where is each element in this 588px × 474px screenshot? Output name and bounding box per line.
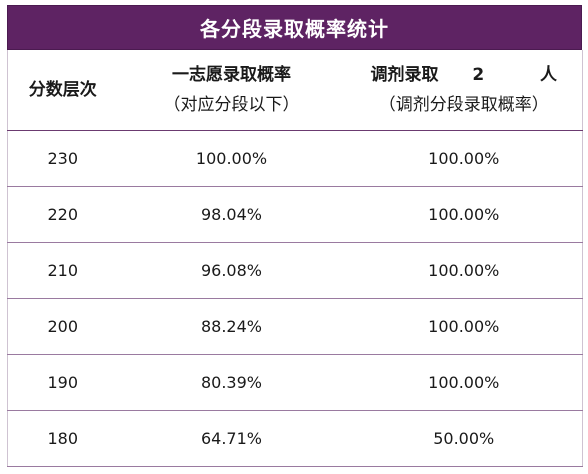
adjustment-cell: 100.00% bbox=[345, 130, 583, 187]
header-first-choice-label: 一志愿录取概率 bbox=[172, 65, 291, 85]
table-row: 220 98.04% 100.00% bbox=[7, 186, 583, 243]
probability-table: 分数层次 一志愿录取概率 （对应分段以下） 调剂录取 2 人 （调剂分段录取概率… bbox=[7, 50, 583, 467]
first-choice-cell: 96.08% bbox=[117, 242, 346, 299]
adjustment-cell: 100.00% bbox=[345, 242, 583, 299]
header-adjustment-unit: 人 bbox=[540, 65, 558, 85]
header-adjustment: 调剂录取 2 人 （调剂分段录取概率） bbox=[345, 50, 583, 131]
table-row: 200 88.24% 100.00% bbox=[7, 298, 583, 355]
table-row: 210 96.08% 100.00% bbox=[7, 242, 583, 299]
score-cell: 220 bbox=[7, 186, 118, 243]
header-first-choice: 一志愿录取概率 （对应分段以下） bbox=[117, 50, 346, 131]
first-choice-cell: 98.04% bbox=[117, 186, 346, 243]
header-score-level: 分数层次 bbox=[7, 50, 118, 131]
table-title: 各分段录取概率统计 bbox=[7, 5, 582, 50]
table-row: 190 80.39% 100.00% bbox=[7, 354, 583, 411]
adjustment-cell: 50.00% bbox=[345, 410, 583, 467]
score-cell: 180 bbox=[7, 410, 118, 467]
table-header: 分数层次 一志愿录取概率 （对应分段以下） 调剂录取 2 人 （调剂分段录取概率… bbox=[7, 50, 583, 131]
header-adjustment-line: 调剂录取 2 人 bbox=[346, 60, 583, 90]
first-choice-cell: 88.24% bbox=[117, 298, 346, 355]
first-choice-cell: 80.39% bbox=[117, 354, 346, 411]
probability-table-panel: 各分段录取概率统计 分数层次 一志愿录取概率 （对应分段以下） 调剂录取 2 人 bbox=[7, 5, 583, 467]
header-adjustment-label: 调剂录取 bbox=[370, 65, 439, 85]
adjustment-cell: 100.00% bbox=[345, 298, 583, 355]
score-cell: 230 bbox=[7, 130, 118, 187]
header-adjustment-note: （调剂分段录取概率） bbox=[378, 95, 549, 115]
header-first-choice-note: （对应分段以下） bbox=[163, 95, 300, 115]
score-cell: 210 bbox=[7, 242, 118, 299]
header-adjustment-count: 2 bbox=[472, 65, 485, 85]
first-choice-cell: 64.71% bbox=[117, 410, 346, 467]
header-row: 分数层次 一志愿录取概率 （对应分段以下） 调剂录取 2 人 （调剂分段录取概率… bbox=[7, 50, 583, 131]
score-cell: 200 bbox=[7, 298, 118, 355]
table-body: 230 100.00% 100.00% 220 98.04% 100.00% 2… bbox=[7, 130, 583, 467]
table-row: 230 100.00% 100.00% bbox=[7, 130, 583, 187]
first-choice-cell: 100.00% bbox=[117, 130, 346, 187]
adjustment-cell: 100.00% bbox=[345, 354, 583, 411]
adjustment-cell: 100.00% bbox=[345, 186, 583, 243]
table-row: 180 64.71% 50.00% bbox=[7, 410, 583, 467]
score-cell: 190 bbox=[7, 354, 118, 411]
